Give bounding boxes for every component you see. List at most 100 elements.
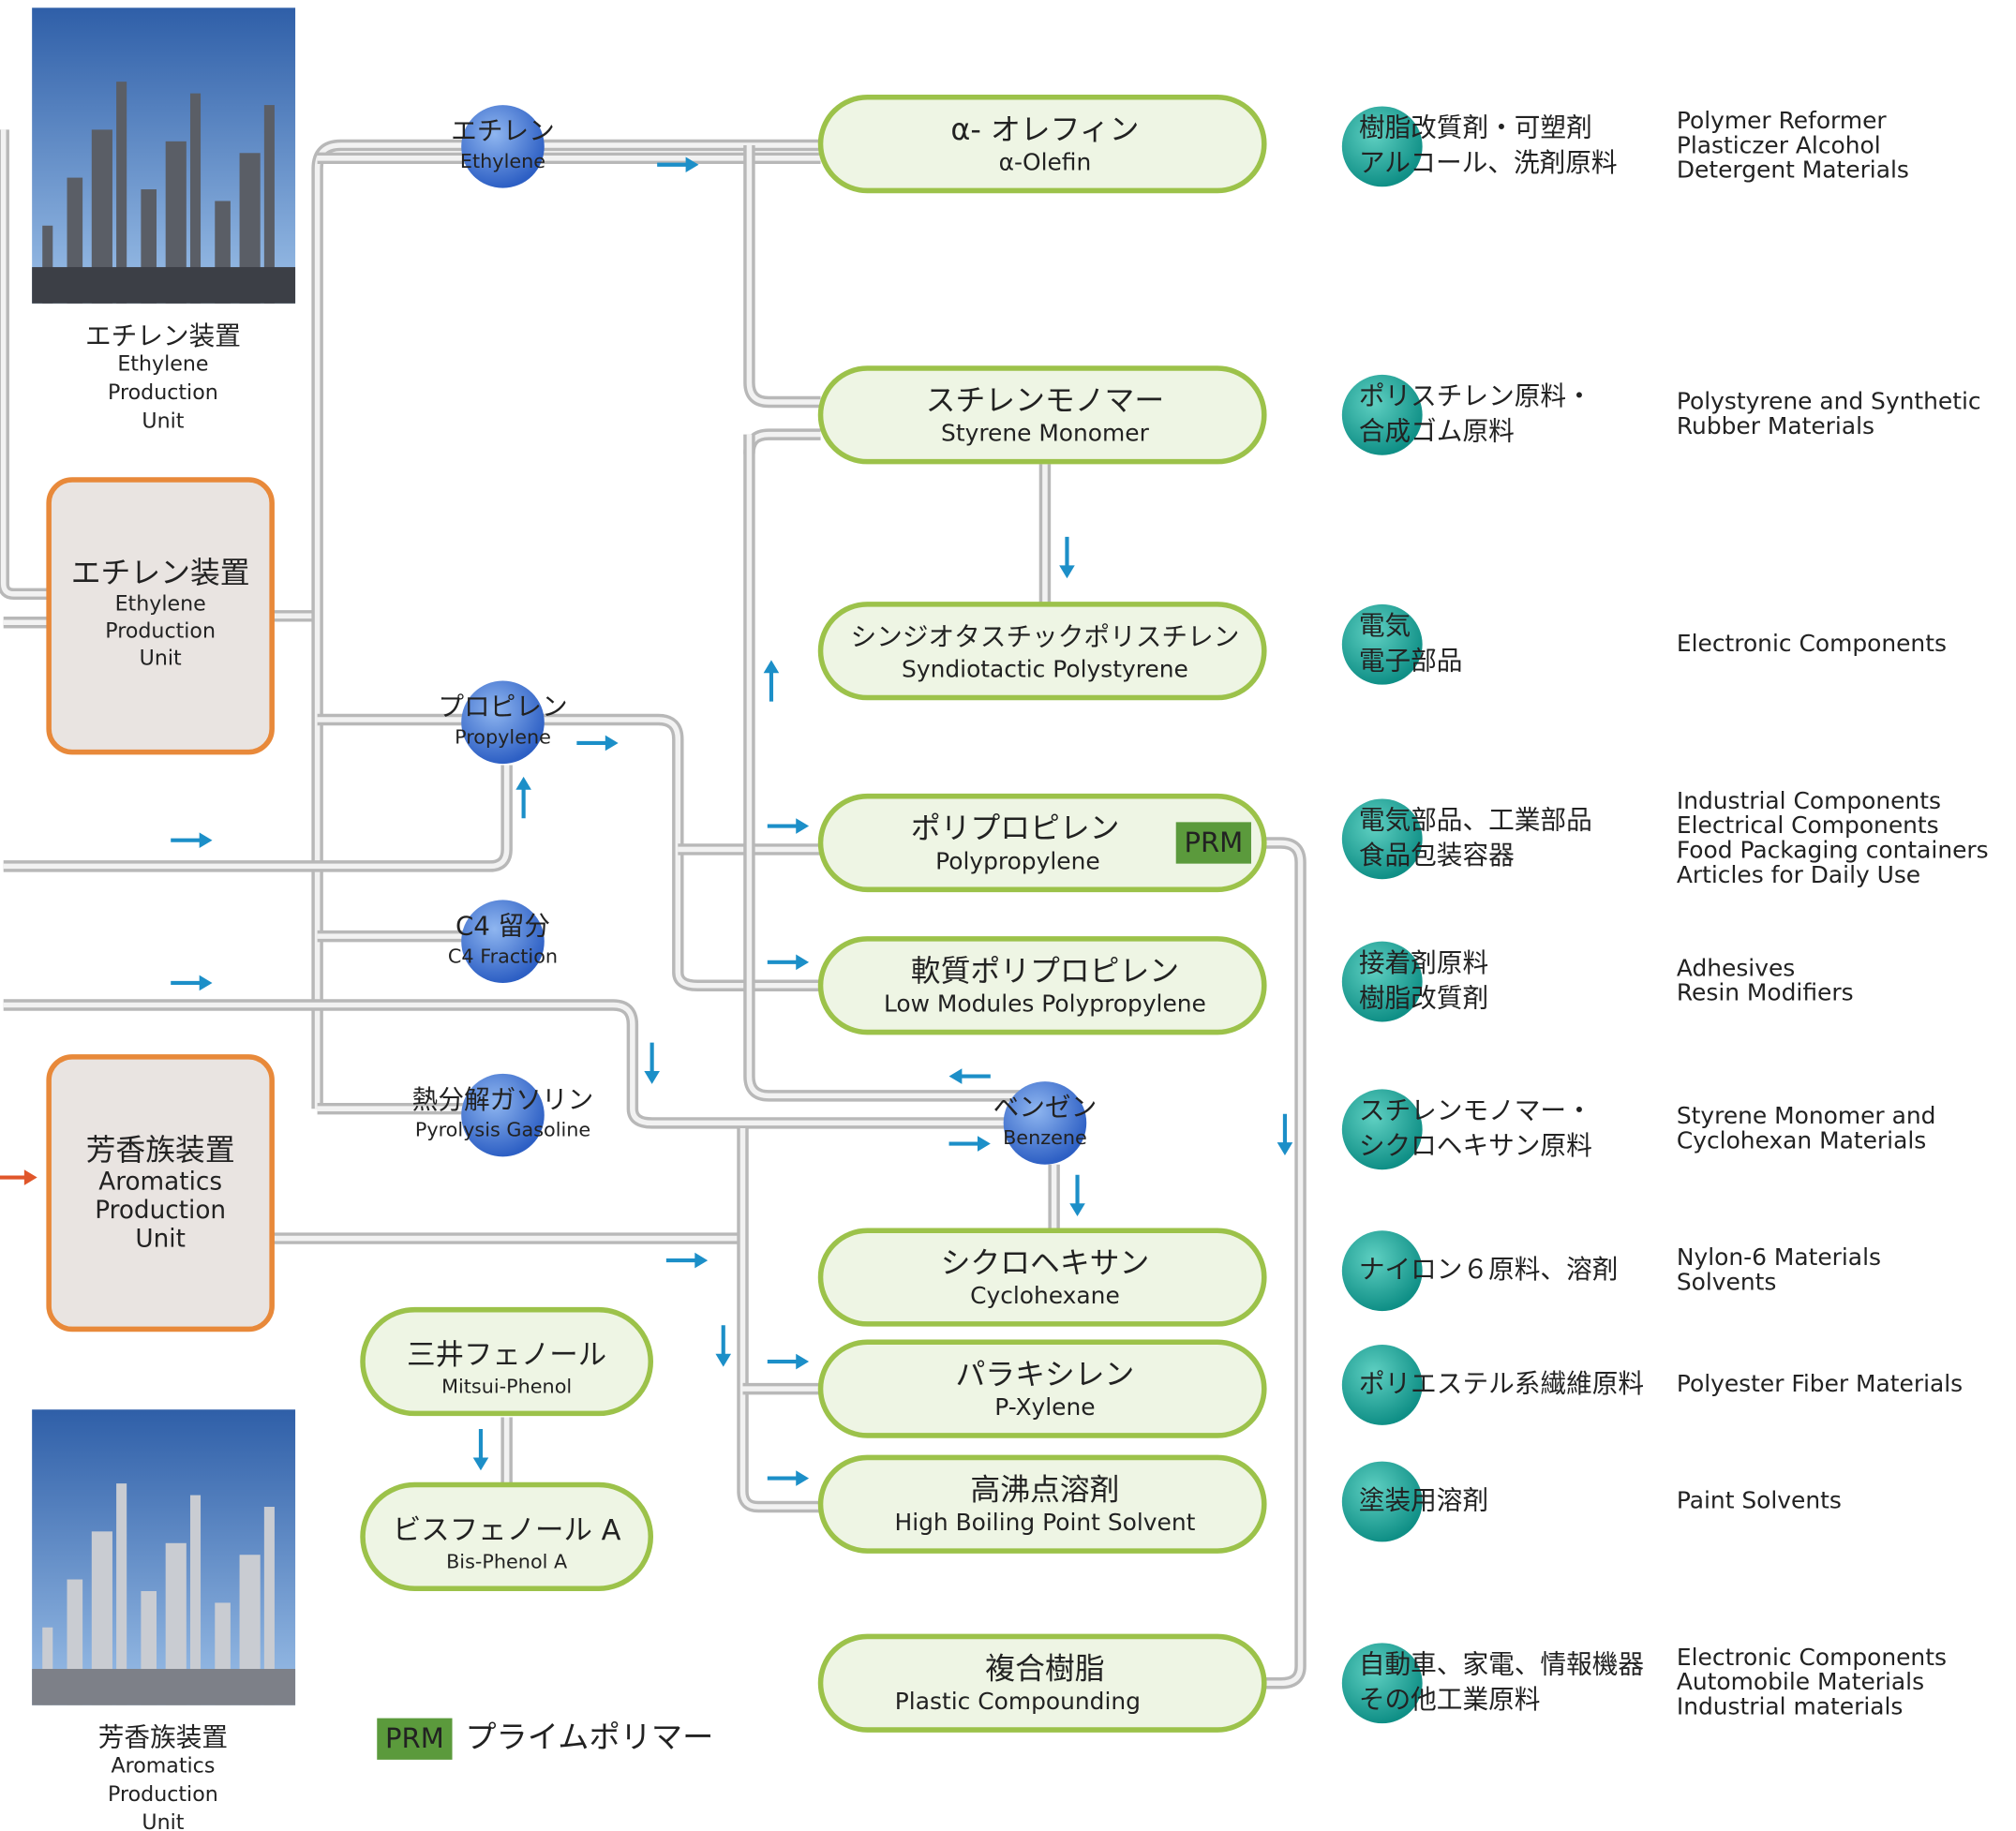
nodes: エチレン装置EthyleneProductionUnit芳香族装置Aromati…	[32, 7, 1988, 1831]
legend-label: プライムポリマー	[465, 1719, 713, 1755]
pipe	[1264, 843, 1301, 1684]
application-en: Plasticzer Alcohol	[1677, 131, 1881, 158]
flow-arrow	[644, 1043, 660, 1084]
application-en: Articles for Daily Use	[1677, 861, 1920, 888]
product-jp: パラキシレン	[956, 1356, 1135, 1392]
feedstock-en: Ethylene	[460, 150, 545, 172]
application-en: Cyclohexan Materials	[1677, 1126, 1926, 1154]
application-en: Food Packaging containers	[1677, 836, 1989, 863]
product-jp: シクロヘキサン	[941, 1244, 1150, 1280]
prm-badge-text: PRM	[1184, 826, 1243, 858]
application-en: Electronic Components	[1677, 630, 1947, 657]
unit-label: Unit	[140, 646, 182, 670]
unit-label: Ethylene	[115, 591, 206, 616]
product-en: Styrene Monomer	[941, 420, 1150, 447]
pipe-core	[749, 145, 820, 402]
flow-arrow	[171, 975, 212, 991]
photo-caption: Ethylene	[117, 351, 208, 376]
flow-arrow	[949, 1136, 991, 1152]
application-en: Detergent Materials	[1677, 156, 1909, 184]
product-en: α-Olefin	[999, 148, 1092, 175]
flow-arrow	[576, 736, 618, 752]
flow-arrow	[768, 955, 809, 971]
unit-label: Production	[95, 1197, 226, 1225]
application-jp: アルコール、洗剤原料	[1359, 147, 1618, 178]
application-jp: スチレンモノマー・	[1359, 1095, 1592, 1126]
application-jp: シクロヘキサン原料	[1359, 1130, 1592, 1161]
phenol-en: Bis-Phenol A	[446, 1551, 568, 1573]
process-diagram: エチレン装置EthyleneProductionUnit芳香族装置Aromati…	[0, 0, 2016, 1831]
flow-arrow	[768, 1354, 809, 1370]
photo-caption: Production	[108, 380, 218, 405]
application-jp: ポリスチレン原料・	[1359, 380, 1592, 411]
product-jp: ポリプロピレン	[911, 811, 1120, 846]
product-en: P-Xylene	[994, 1393, 1095, 1421]
product-jp: 高沸点溶剤	[970, 1471, 1119, 1507]
product-en: Plastic Compounding	[895, 1688, 1141, 1715]
product-en: Syndiotactic Polystyrene	[902, 655, 1188, 682]
product-en: Low Modules Polypropylene	[884, 990, 1206, 1017]
flow-arrow	[666, 1253, 708, 1269]
application-en: Rubber Materials	[1677, 412, 1874, 439]
unit-label: Aromatics	[98, 1169, 222, 1197]
product-jp: α- オレフィン	[950, 112, 1139, 147]
flow-arrow	[515, 777, 531, 818]
feedstock-en: C4 Fraction	[448, 945, 558, 967]
feedstock-jp: エチレン	[451, 115, 555, 146]
product-jp: 複合樹脂	[985, 1650, 1104, 1686]
feedstock-jp: ベンゼン	[993, 1092, 1098, 1123]
application-en: Automobile Materials	[1677, 1668, 1924, 1695]
photo-caption: Production	[108, 1782, 218, 1807]
application-en: Polymer Reformer	[1677, 107, 1888, 134]
feedstock-jp: プロピレン	[438, 692, 567, 722]
photo-caption: 芳香族装置	[98, 1722, 228, 1753]
pipe	[749, 145, 820, 402]
unit-label: Production	[105, 618, 216, 643]
pipe-core	[743, 1128, 821, 1507]
application-en: Electrical Components	[1677, 811, 1939, 839]
application-jp: 接着剤原料	[1359, 947, 1488, 978]
feedstock-en: Pyrolysis Gasoline	[415, 1119, 590, 1141]
flow-arrow	[473, 1429, 489, 1470]
application-en: Industrial materials	[1677, 1693, 1904, 1720]
flow-arrow	[1059, 537, 1075, 578]
product-en: Cyclohexane	[970, 1282, 1120, 1309]
application-en: Electronic Components	[1677, 1644, 1947, 1671]
flow-arrow	[1069, 1175, 1085, 1216]
product-jp: シンジオタスチックポリスチレン	[851, 621, 1240, 652]
application-jp: 合成ゴム原料	[1359, 416, 1515, 447]
photo-ground	[32, 267, 295, 304]
product-en: Polypropylene	[935, 847, 1100, 874]
application-jp: その他工業原料	[1359, 1684, 1541, 1715]
photo-caption: Unit	[142, 1810, 184, 1831]
feedstock-jp: 熱分解ガソリン	[412, 1084, 594, 1115]
application-en: Adhesives	[1677, 954, 1795, 981]
product-en: High Boiling Point Solvent	[894, 1509, 1195, 1536]
phenol-jp: 三井フェノール	[407, 1339, 606, 1372]
application-en: Polyester Fiber Materials	[1677, 1370, 1963, 1397]
application-jp: 樹脂改質剤・可塑剤	[1359, 112, 1592, 143]
application-jp: ポリエステル系繊維原料	[1359, 1368, 1644, 1399]
feedstock-jp: C4 留分	[455, 910, 550, 941]
application-jp: 塗装用溶剤	[1359, 1485, 1488, 1516]
application-en: Industrial Components	[1677, 787, 1941, 814]
photo-caption: Unit	[142, 409, 184, 433]
product-jp: 軟質ポリプロピレン	[911, 953, 1179, 989]
pipe	[743, 1128, 821, 1507]
photo-ground	[32, 1669, 295, 1705]
flow-arrow	[764, 660, 780, 701]
application-jp: 電子部品	[1359, 645, 1463, 676]
phenol-en: Mitsui-Phenol	[441, 1376, 572, 1398]
feedstock-en: Benzene	[1003, 1126, 1087, 1149]
unit-label: 芳香族装置	[86, 1132, 235, 1168]
application-en: Nylon-6 Materials	[1677, 1243, 1881, 1271]
flow-arrow	[949, 1068, 991, 1084]
pipe-core	[4, 765, 507, 866]
application-jp: 自動車、家電、情報機器	[1359, 1649, 1644, 1680]
phenol-jp: ビスフェノール A	[393, 1514, 621, 1547]
photo-caption: エチレン装置	[85, 320, 241, 351]
product-jp: スチレンモノマー	[926, 382, 1165, 418]
application-en: Resin Modifiers	[1677, 979, 1854, 1006]
pipe	[4, 765, 507, 866]
unit-label: Unit	[135, 1225, 186, 1253]
